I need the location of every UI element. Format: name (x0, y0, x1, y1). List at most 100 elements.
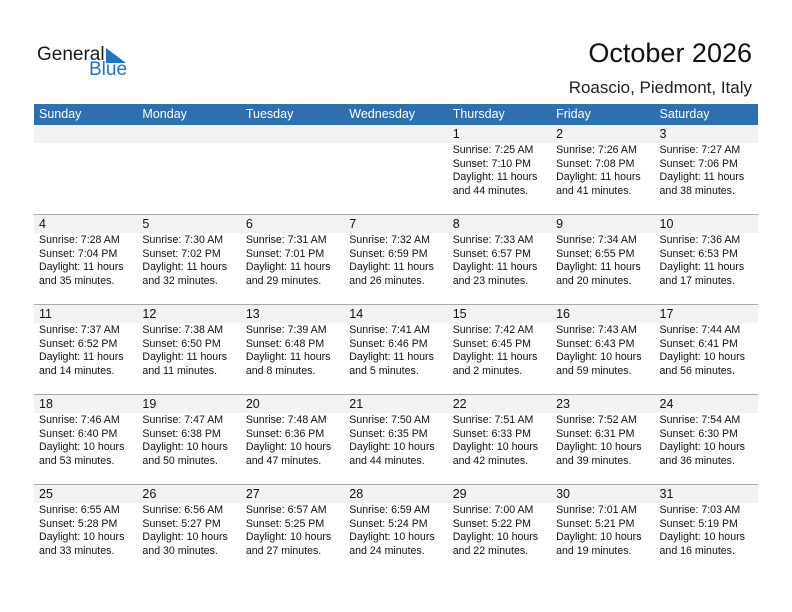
sunset-text: Sunset: 6:30 PM (659, 427, 738, 440)
day-number: 9 (551, 215, 655, 233)
day-number: 1 (447, 125, 552, 143)
sunrise-text: Sunrise: 7:34 AM (556, 234, 637, 246)
sun-info: Sunrise: 7:28 AM Sunset: 7:04 PM Daylight:… (34, 233, 137, 288)
sunset-text: Sunset: 6:55 PM (556, 247, 635, 260)
sunrise-text: Sunrise: 7:39 AM (245, 324, 327, 336)
sunrise-text: Sunrise: 7:41 AM (349, 324, 430, 336)
sunrise-text: Sunrise: 7:33 AM (452, 234, 534, 246)
sunrise-text: Sunrise: 7:03 AM (659, 504, 741, 516)
day-cell: 25 Sunrise: 6:55 AM Sunset: 5:28 PM Dayligh… (34, 485, 138, 574)
day-cell: 18 Sunrise: 7:46 AM Sunset: 6:40 PM Dayligh… (34, 395, 138, 484)
day-number: 30 (551, 485, 655, 503)
daylight-minutes-text: and 36 minutes. (659, 454, 735, 467)
daylight-minutes-text: and 8 minutes. (245, 364, 316, 377)
day-cell: 16 Sunrise: 7:43 AM Sunset: 6:43 PM Dayligh… (551, 305, 655, 394)
sun-info: Sunrise: 7:41 AM Sunset: 6:46 PM Daylight:… (344, 323, 447, 378)
sun-info: Sunrise: 7:33 AM Sunset: 6:57 PM Daylight:… (448, 233, 551, 288)
day-number: 2 (551, 125, 655, 143)
daylight-text: Daylight: 10 hours (142, 441, 228, 453)
sunrise-text: Sunrise: 7:42 AM (452, 324, 534, 336)
day-cell: 3 Sunrise: 7:27 AM Sunset: 7:06 PM Daylight… (654, 125, 758, 214)
daylight-minutes-text: and 27 minutes. (245, 544, 322, 557)
day-number: 7 (344, 215, 448, 233)
daylight-minutes-text: and 26 minutes. (349, 274, 425, 287)
sun-info: Sunrise: 7:42 AM Sunset: 6:45 PM Daylight:… (448, 323, 551, 378)
daylight-text: Daylight: 11 hours (349, 351, 434, 363)
day-number: 3 (654, 125, 758, 143)
daylight-text: Daylight: 11 hours (659, 171, 745, 183)
sunset-text: Sunset: 5:19 PM (659, 517, 738, 530)
day-cell: 24 Sunrise: 7:54 AM Sunset: 6:30 PM Dayligh… (654, 395, 758, 484)
daylight-minutes-text: and 24 minutes. (349, 544, 425, 557)
sunset-text: Sunset: 6:38 PM (142, 427, 221, 440)
day-cell: 11 Sunrise: 7:37 AM Sunset: 6:52 PM Dayligh… (34, 305, 138, 394)
day-number: 19 (137, 395, 241, 413)
sunset-text: Sunset: 6:50 PM (142, 337, 221, 350)
day-number (344, 125, 448, 143)
sunset-text: Sunset: 6:41 PM (659, 337, 738, 350)
daylight-minutes-text: and 23 minutes. (452, 274, 529, 287)
daylight-text: Daylight: 10 hours (349, 531, 435, 543)
day-cell: 5 Sunrise: 7:30 AM Sunset: 7:02 PM Daylight… (137, 215, 241, 304)
daylight-minutes-text: and 17 minutes. (659, 274, 735, 287)
sunset-text: Sunset: 7:02 PM (142, 247, 221, 260)
sun-info: Sunrise: 7:43 AM Sunset: 6:43 PM Daylight:… (551, 323, 654, 378)
day-cell: 22 Sunrise: 7:51 AM Sunset: 6:33 PM Dayligh… (447, 395, 552, 484)
sunset-text: Sunset: 5:21 PM (556, 517, 635, 530)
daylight-minutes-text: and 22 minutes. (452, 544, 529, 557)
day-number: 11 (34, 305, 138, 323)
sunrise-text: Sunrise: 7:48 AM (245, 414, 327, 426)
day-cell: 13 Sunrise: 7:39 AM Sunset: 6:48 PM Dayligh… (240, 305, 345, 394)
sunset-text: Sunset: 6:48 PM (245, 337, 325, 350)
sun-info: Sunrise: 7:48 AM Sunset: 6:36 PM Daylight:… (241, 413, 344, 468)
sunset-text: Sunset: 6:45 PM (452, 337, 532, 350)
sun-info: Sunrise: 7:51 AM Sunset: 6:33 PM Daylight:… (448, 413, 551, 468)
day-number: 10 (654, 215, 758, 233)
day-cell: 21 Sunrise: 7:50 AM Sunset: 6:35 PM Dayligh… (344, 395, 448, 484)
daylight-minutes-text: and 56 minutes. (659, 364, 735, 377)
daylight-text: Daylight: 10 hours (556, 441, 642, 453)
sunrise-text: Sunrise: 7:50 AM (349, 414, 430, 426)
sunset-text: Sunset: 5:28 PM (39, 517, 118, 530)
daylight-minutes-text: and 2 minutes. (452, 364, 523, 377)
logo-text-general: General (37, 44, 105, 65)
sunrise-text: Sunrise: 7:44 AM (659, 324, 741, 336)
sun-info: Sunrise: 7:54 AM Sunset: 6:30 PM Daylight:… (655, 413, 758, 468)
location-subtitle: Roascio, Piedmont, Italy (568, 78, 752, 97)
sun-info: Sunrise: 7:36 AM Sunset: 6:53 PM Daylight:… (655, 233, 758, 288)
sunset-text: Sunset: 6:46 PM (349, 337, 428, 350)
day-cell: 4 Sunrise: 7:28 AM Sunset: 7:04 PM Daylight… (34, 215, 138, 304)
sunrise-text: Sunrise: 7:26 AM (556, 144, 637, 156)
sunset-text: Sunset: 5:27 PM (142, 517, 221, 530)
day-cell (34, 125, 138, 214)
day-cell: 28 Sunrise: 6:59 AM Sunset: 5:24 PM Dayligh… (344, 485, 448, 574)
sun-info: Sunrise: 6:59 AM Sunset: 5:24 PM Daylight:… (344, 503, 447, 558)
day-number: 22 (447, 395, 552, 413)
sunrise-text: Sunrise: 7:52 AM (556, 414, 637, 426)
daylight-minutes-text: and 35 minutes. (39, 274, 115, 287)
sunrise-text: Sunrise: 7:30 AM (142, 234, 224, 246)
sunrise-text: Sunrise: 7:46 AM (39, 414, 120, 426)
daylight-minutes-text: and 39 minutes. (556, 454, 632, 467)
daylight-text: Daylight: 10 hours (659, 441, 745, 453)
daylight-text: Daylight: 11 hours (39, 351, 124, 363)
daylight-minutes-text: and 11 minutes. (142, 364, 218, 377)
daylight-text: Daylight: 11 hours (556, 261, 641, 273)
daylight-text: Daylight: 11 hours (452, 261, 538, 273)
sun-info: Sunrise: 6:57 AM Sunset: 5:25 PM Daylight:… (241, 503, 344, 558)
daylight-minutes-text: and 38 minutes. (659, 184, 735, 197)
daylight-minutes-text: and 33 minutes. (39, 544, 115, 557)
day-cell: 6 Sunrise: 7:31 AM Sunset: 7:01 PM Daylight… (240, 215, 345, 304)
daylight-text: Daylight: 10 hours (142, 531, 228, 543)
day-cell: 27 Sunrise: 6:57 AM Sunset: 5:25 PM Dayligh… (240, 485, 345, 574)
daylight-text: Daylight: 10 hours (659, 351, 745, 363)
sunset-text: Sunset: 7:08 PM (556, 157, 635, 170)
daylight-minutes-text: and 44 minutes. (349, 454, 425, 467)
week-row: 4 Sunrise: 7:28 AM Sunset: 7:04 PM Daylight… (34, 215, 758, 305)
daylight-minutes-text: and 30 minutes. (142, 544, 218, 557)
day-cell: 29 Sunrise: 7:00 AM Sunset: 5:22 PM Dayligh… (447, 485, 552, 574)
sunrise-text: Sunrise: 7:32 AM (349, 234, 430, 246)
day-number: 20 (240, 395, 345, 413)
sunrise-text: Sunrise: 7:31 AM (245, 234, 327, 246)
sun-info: Sunrise: 6:55 AM Sunset: 5:28 PM Daylight:… (34, 503, 137, 558)
